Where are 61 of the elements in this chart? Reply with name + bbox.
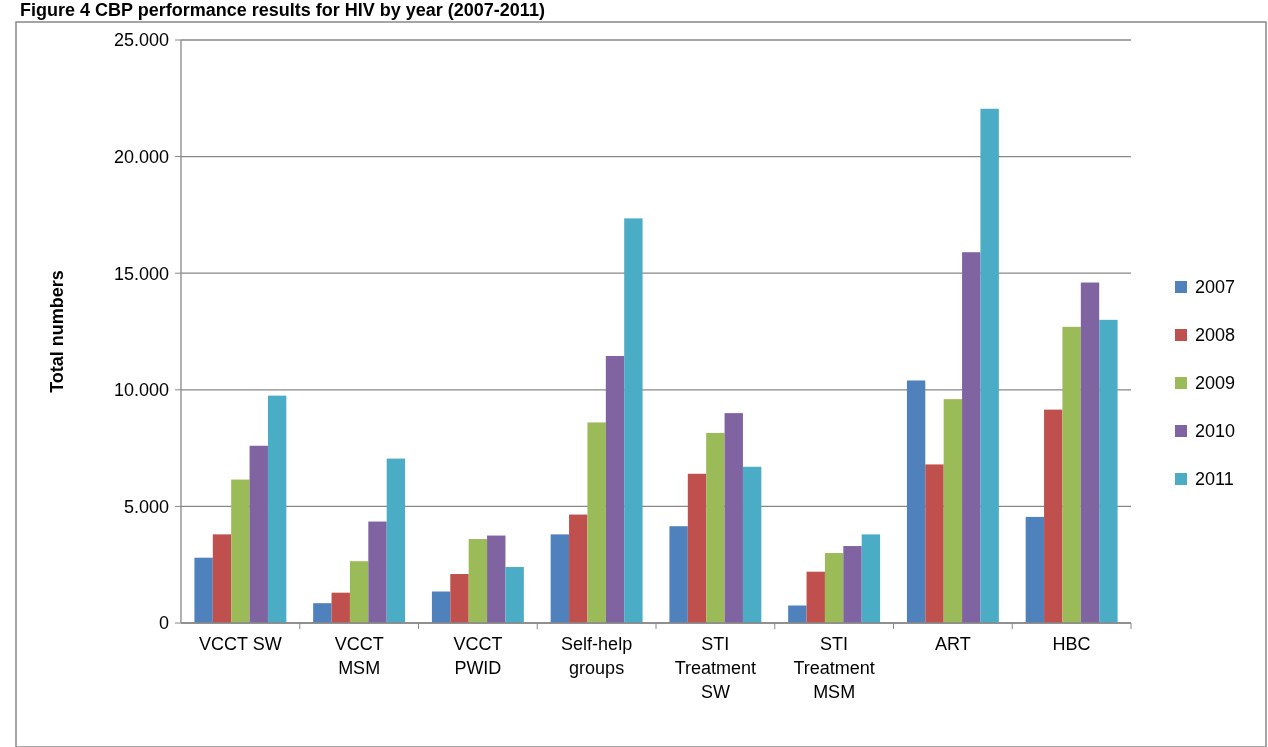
- bar: [962, 252, 981, 623]
- legend-label: 2011: [1195, 469, 1234, 490]
- bar: [824, 553, 844, 623]
- bar: [587, 422, 606, 623]
- y-tick-label: 25.000: [113, 30, 169, 51]
- legend-label: 2009: [1195, 373, 1236, 394]
- bar: [267, 395, 287, 623]
- x-tick-label: VCCT PWID: [453, 634, 503, 678]
- bar: [724, 413, 743, 623]
- bar: [1099, 319, 1118, 623]
- bar: [331, 592, 350, 623]
- bar: [313, 603, 332, 623]
- bar: [1025, 516, 1045, 623]
- bar: [194, 557, 213, 623]
- bar: [806, 571, 825, 623]
- bar: [687, 473, 707, 623]
- y-tick-label: 0: [158, 613, 169, 634]
- x-tick-label: STI Treatment MSM: [793, 634, 875, 702]
- bar: [788, 605, 807, 623]
- bar: [450, 574, 469, 623]
- bar: [980, 108, 999, 623]
- bar: [669, 526, 688, 623]
- bar: [249, 445, 268, 623]
- bar: [386, 458, 406, 623]
- bar: [1080, 282, 1100, 623]
- bar: [925, 464, 944, 623]
- y-axis-title: Total numbers: [47, 270, 67, 393]
- x-tick-label: STI Treatment SW: [674, 634, 757, 702]
- bar: [431, 591, 451, 623]
- x-tick-label: VCCT MSM: [334, 634, 384, 678]
- y-tick-label: 20.000: [113, 146, 169, 167]
- bar: [906, 380, 926, 623]
- bar: [212, 534, 232, 623]
- x-tick-label: Self-help groups: [561, 634, 633, 678]
- bar: [349, 561, 369, 623]
- bar: [742, 466, 762, 623]
- bar: [706, 432, 725, 623]
- chart-title: Figure 4 CBP performance results for HIV by year (2007-2011): [20, 0, 545, 20]
- legend-label: 2008: [1195, 325, 1236, 346]
- x-tick-label: ART: [935, 634, 971, 654]
- y-tick-label: 10.000: [113, 380, 169, 401]
- bar: [550, 534, 570, 623]
- bar: [605, 355, 625, 623]
- bar: [1062, 326, 1081, 623]
- legend-label: 2010: [1195, 421, 1236, 442]
- bar: [624, 218, 643, 623]
- bar: [368, 521, 387, 623]
- x-tick-label: VCCT SW: [199, 634, 282, 654]
- bar: [1044, 409, 1063, 623]
- y-tick-label: 15.000: [113, 263, 169, 284]
- bar: [505, 567, 524, 623]
- y-tick-label: 5.000: [123, 496, 169, 517]
- bar: [231, 479, 250, 623]
- bar: [569, 514, 588, 623]
- bar: [487, 535, 506, 623]
- bar: [468, 539, 488, 623]
- legend-label: 2007: [1195, 277, 1236, 298]
- bar: [843, 546, 862, 623]
- x-tick-label: HBC: [1052, 634, 1091, 654]
- bar: [943, 399, 963, 623]
- bar: [861, 534, 881, 623]
